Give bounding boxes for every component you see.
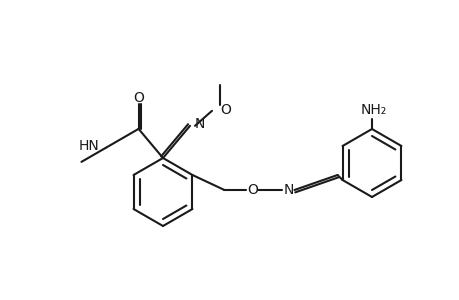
Text: O: O [133,91,144,105]
Text: NH₂: NH₂ [360,103,386,117]
Text: N: N [283,183,293,197]
Text: O: O [219,103,230,117]
Text: N: N [195,117,205,131]
Text: O: O [246,183,257,197]
Text: HN: HN [79,139,100,153]
